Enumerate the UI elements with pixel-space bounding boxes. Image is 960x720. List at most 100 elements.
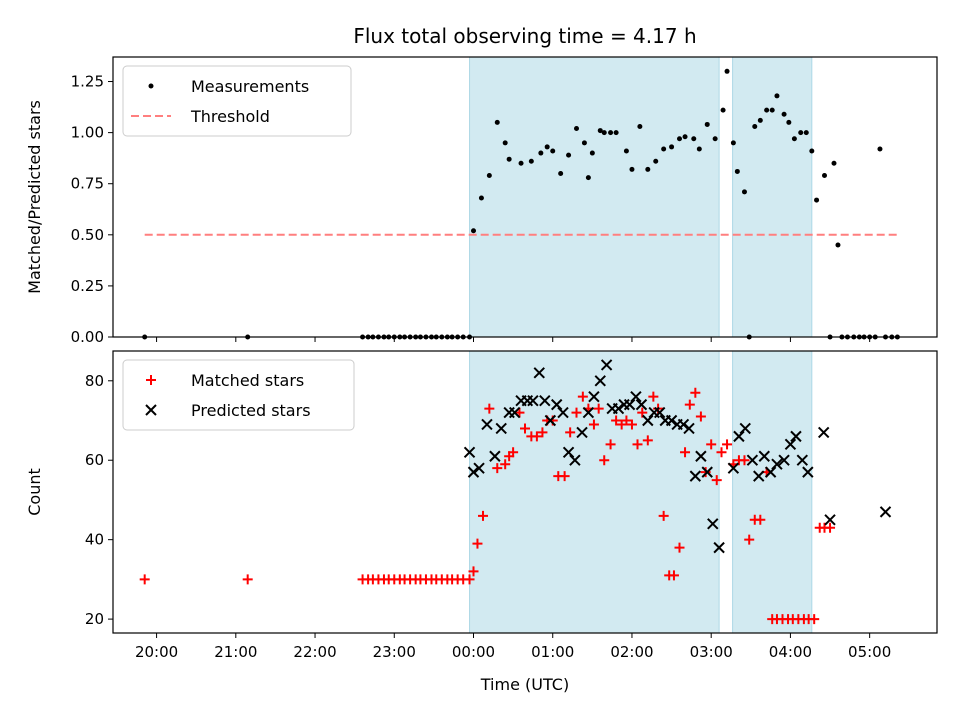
predicted-point <box>707 518 719 530</box>
predicted-point <box>746 454 759 466</box>
matched-point <box>464 574 475 585</box>
predicted-point <box>689 470 702 482</box>
matched-point <box>637 407 648 418</box>
measurement-point <box>528 158 534 164</box>
matched-point <box>755 514 766 525</box>
predicted-point <box>544 414 557 427</box>
legend-marker-predicted <box>145 404 157 416</box>
predicted-point <box>701 466 713 478</box>
predicted-point <box>802 466 814 478</box>
legend-marker-matched <box>146 375 156 385</box>
measurement-point <box>809 148 815 154</box>
matched-point <box>706 439 717 450</box>
measurement-point <box>798 130 804 136</box>
predicted-point <box>753 470 765 482</box>
measurement-point <box>774 93 780 99</box>
predicted-point <box>758 450 770 462</box>
predicted-point <box>764 466 777 478</box>
predicted-point <box>489 450 501 462</box>
measurement-point <box>877 146 883 152</box>
matched-point <box>716 447 727 458</box>
measurement-point <box>682 134 688 140</box>
predicted-point <box>600 359 613 371</box>
predicted-point <box>683 422 695 435</box>
measurement-point <box>502 140 508 146</box>
count-panel: 20 40 60 80 20:00 21:00 22:00 23:00 00:00 01:00 02… <box>25 350 938 661</box>
observing-window-1 <box>732 56 813 338</box>
predicted-point <box>594 375 606 387</box>
measurement-point <box>704 121 710 127</box>
matched-point <box>690 387 701 398</box>
measurement-point <box>720 107 726 113</box>
x-tick-label: 02:00 <box>610 643 653 661</box>
predicted-point <box>473 462 485 474</box>
measurement-point <box>558 170 564 176</box>
measurement-point <box>566 152 572 158</box>
y-tick-label: 0.25 <box>71 277 104 295</box>
measurement-point <box>613 130 619 136</box>
measurement-point <box>550 148 556 154</box>
matched-point <box>478 510 489 521</box>
predicted-point <box>495 422 507 435</box>
matched-point <box>809 614 820 625</box>
measurement-point <box>601 130 607 136</box>
predicted-point <box>817 426 830 439</box>
measurement-point <box>741 189 747 195</box>
matched-point <box>242 574 253 585</box>
x-axis-label: Time (UTC) <box>480 675 569 694</box>
measurement-point <box>734 168 740 174</box>
matched-point <box>642 435 653 446</box>
measurement-point <box>597 128 603 134</box>
legend-label: Threshold <box>190 107 270 126</box>
matched-point <box>492 463 503 474</box>
matched-point <box>520 423 530 434</box>
predicted-point <box>550 398 563 411</box>
matched-point <box>626 419 637 430</box>
y-tick-label: 20 <box>85 610 104 628</box>
y-tick-label: 0.00 <box>71 328 104 346</box>
x-tick-label: 04:00 <box>769 643 812 661</box>
matched-point <box>514 407 525 418</box>
predicted-point <box>824 514 836 526</box>
matched-point <box>632 439 643 450</box>
measurement-point <box>791 136 797 142</box>
measurement-point <box>730 140 736 146</box>
predicted-point <box>569 454 581 466</box>
predicted-point <box>796 454 809 466</box>
predicted-point <box>508 406 521 419</box>
measurement-point <box>494 119 500 125</box>
measurement-point <box>781 111 787 117</box>
observing-window-0 <box>469 56 720 338</box>
measurement-point <box>757 117 763 123</box>
measurement-point <box>471 228 476 234</box>
measurement-point <box>645 166 651 172</box>
measurement-point <box>486 173 492 179</box>
measurement-point <box>669 144 675 150</box>
measurement-point <box>544 144 550 150</box>
predicted-point <box>642 414 654 427</box>
predicted-point <box>713 541 725 554</box>
predicted-point <box>630 390 642 403</box>
matched-point <box>531 431 542 442</box>
y-tick-label: 0.50 <box>71 226 104 244</box>
ratio-panel: 0.00 0.25 0.50 0.75 1.00 1.25 Matched/Predicte… <box>25 56 938 346</box>
matched-point <box>484 403 495 414</box>
measurement-point <box>623 148 629 154</box>
predicted-point <box>533 367 545 379</box>
measurement-point <box>803 130 809 136</box>
matched-point <box>825 522 836 533</box>
measurement-point <box>661 146 667 152</box>
predicted-point <box>739 422 751 435</box>
measurement-point <box>769 107 775 113</box>
predicted-point <box>790 430 802 443</box>
predicted-point <box>653 406 666 419</box>
matched-point <box>468 566 479 577</box>
y-tick-label: 60 <box>85 451 104 469</box>
measurement-point <box>506 156 512 162</box>
matched-point <box>739 455 750 466</box>
x-tick-label: 00:00 <box>452 643 495 661</box>
measurement-point <box>764 107 770 113</box>
measurement-point <box>831 160 837 166</box>
matched-point <box>537 427 548 438</box>
